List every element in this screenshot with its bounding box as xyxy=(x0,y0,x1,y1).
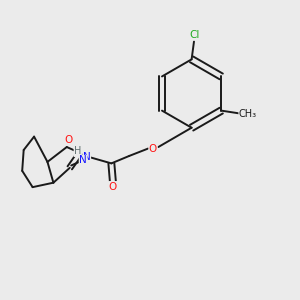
Text: O: O xyxy=(64,136,72,146)
Text: Cl: Cl xyxy=(189,30,200,40)
Text: N: N xyxy=(79,155,87,165)
Text: O: O xyxy=(149,143,157,154)
Text: N: N xyxy=(83,152,91,162)
Text: O: O xyxy=(109,182,117,192)
Text: H: H xyxy=(74,146,82,157)
Text: CH₃: CH₃ xyxy=(239,109,257,119)
